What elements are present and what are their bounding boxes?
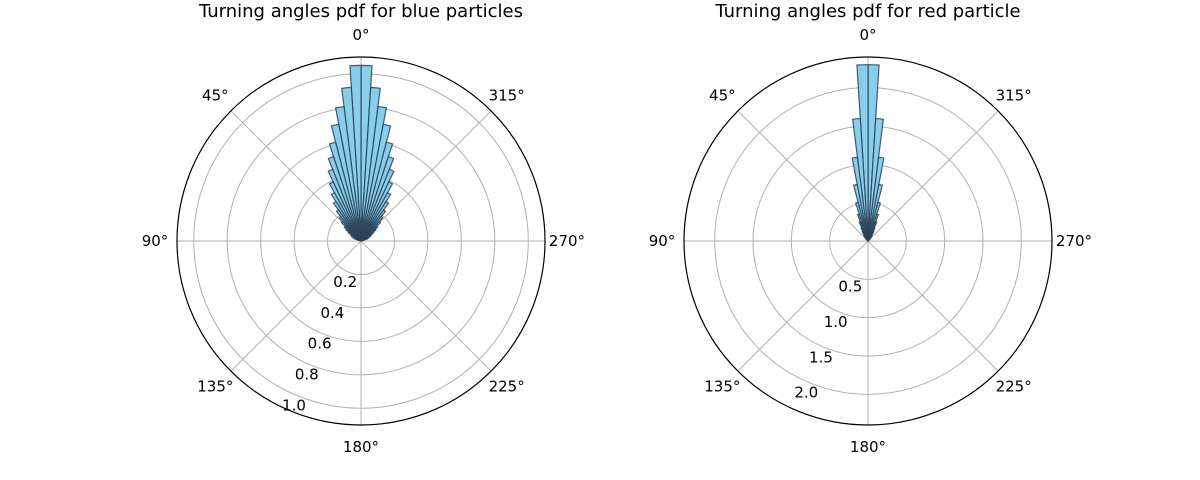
angular-gridline-3	[230, 240, 362, 372]
polar-frame	[176, 56, 546, 426]
polar-bar	[353, 237, 362, 242]
angle-tick-label: 180°	[850, 438, 886, 456]
chart-title: Turning angles pdf for blue particles	[198, 1, 523, 22]
angular-gridline-5	[867, 240, 999, 372]
radial-tick-label: 1.0	[824, 313, 848, 331]
angle-tick-label: 135°	[704, 378, 740, 396]
angular-gridline-7	[867, 110, 999, 242]
polar-chart-blue-particles: Turning angles pdf for blue particles 0°…	[142, 1, 585, 456]
radial-tick-label: 2.0	[794, 384, 818, 402]
radial-tick-label: 0.8	[295, 366, 319, 384]
polar-frame	[683, 56, 1053, 426]
angle-tick-label: 90°	[142, 232, 169, 250]
radial-tick-label: 0.2	[333, 273, 357, 291]
angle-tick-label: 270°	[549, 232, 585, 250]
angle-tick-label: 180°	[343, 438, 379, 456]
radial-tick-label: 0.4	[320, 304, 344, 322]
chart-title: Turning angles pdf for red particle	[714, 1, 1020, 22]
angular-gridline-5	[360, 240, 492, 372]
polar-chart-red-particle: Turning angles pdf for red particle 0° 45…	[649, 1, 1092, 456]
radial-tick-label: 1.5	[809, 348, 833, 366]
angle-tick-label: 315°	[489, 86, 525, 104]
angle-tick-label: 0°	[352, 26, 369, 44]
angle-tick-label: 225°	[489, 378, 525, 396]
radial-tick-label: 1.0	[282, 397, 306, 415]
angle-tick-label: 0°	[859, 26, 876, 44]
angular-gridline-7	[360, 110, 492, 242]
angular-gridline-3	[737, 240, 869, 372]
angle-tick-label: 45°	[709, 86, 736, 104]
polar-bar	[360, 237, 369, 242]
polar-bar	[864, 237, 869, 242]
radial-tick-label: 0.6	[308, 335, 332, 353]
angular-gridline-1	[230, 110, 362, 242]
angular-gridline-1	[737, 110, 869, 242]
radial-tick-label: 0.5	[838, 277, 862, 295]
angle-tick-label: 45°	[202, 86, 229, 104]
angle-tick-label: 90°	[649, 232, 676, 250]
angle-tick-label: 135°	[197, 378, 233, 396]
polar-bar	[867, 237, 872, 242]
angle-tick-label: 225°	[996, 378, 1032, 396]
angle-tick-label: 315°	[996, 86, 1032, 104]
angle-tick-label: 270°	[1056, 232, 1092, 250]
